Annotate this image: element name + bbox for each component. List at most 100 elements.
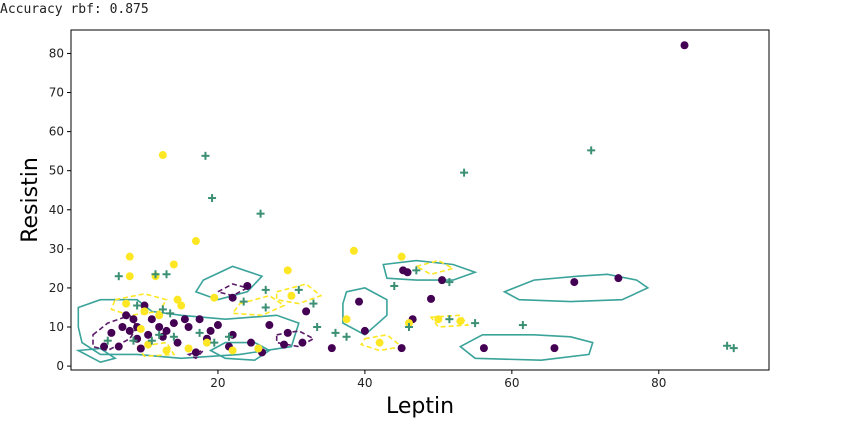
point-class-0: [479, 344, 488, 353]
plus-marker: [201, 151, 210, 160]
point-class-1: [158, 151, 167, 160]
point-class-1: [125, 272, 134, 281]
point-class-0: [114, 342, 123, 351]
y-tick-label: 70: [49, 86, 64, 100]
plus-marker: [460, 168, 469, 177]
point-class-0: [550, 344, 559, 353]
plus-marker: [445, 278, 454, 287]
point-class-0: [399, 266, 408, 275]
plot-frame: [70, 29, 770, 371]
plus-marker: [342, 332, 351, 341]
plus-marker: [256, 209, 265, 218]
point-class-1: [140, 307, 149, 316]
point-class-1: [456, 317, 465, 326]
point-class-0: [147, 315, 156, 324]
point-class-1: [144, 340, 153, 349]
point-class-0: [680, 41, 689, 50]
x-tick-label: 80: [651, 376, 666, 390]
point-class-0: [438, 276, 447, 285]
point-class-0: [118, 323, 127, 332]
point-class-1: [254, 344, 263, 353]
plus-marker: [331, 328, 340, 337]
point-class-0: [302, 307, 311, 316]
point-class-1: [210, 293, 219, 302]
plus-marker: [114, 272, 123, 281]
point-class-0: [355, 297, 364, 306]
plus-marker: [169, 332, 178, 341]
decision-contour: [186, 349, 206, 360]
decision-contour: [414, 259, 456, 276]
point-class-0: [213, 321, 222, 330]
point-class-1: [177, 301, 186, 310]
point-class-0: [327, 344, 336, 353]
point-class-1: [434, 315, 443, 324]
point-class-1: [397, 252, 406, 261]
point-class-0: [129, 315, 138, 324]
point-class-0: [206, 326, 215, 335]
point-class-0: [283, 328, 292, 337]
decision-contour: [215, 283, 250, 297]
point-class-1: [155, 311, 164, 320]
data-points: [100, 41, 738, 357]
y-tick-label: 50: [49, 164, 64, 178]
point-class-0: [184, 323, 193, 332]
point-class-1: [169, 260, 178, 269]
y-tick-label: 20: [49, 281, 64, 295]
point-class-0: [614, 274, 623, 283]
decision-contour: [275, 283, 323, 305]
point-class-0: [180, 315, 189, 324]
plus-marker: [155, 330, 164, 339]
plus-marker: [412, 266, 421, 275]
plus-marker: [158, 305, 167, 314]
plus-marker: [147, 336, 156, 345]
point-class-0: [155, 323, 164, 332]
plus-marker: [294, 285, 303, 294]
plus-marker: [404, 323, 413, 332]
decision-contour: [135, 341, 176, 358]
plus-marker: [309, 299, 318, 308]
point-class-0: [162, 326, 171, 335]
y-tick-label: 10: [49, 320, 64, 334]
point-class-0: [125, 326, 134, 335]
point-class-0: [570, 278, 579, 287]
axis-ticks: 20 40 60 80 0 10 20 30 40 50 60 70 80: [49, 46, 667, 390]
point-class-1: [349, 246, 358, 255]
point-class-0: [173, 338, 182, 347]
decision-contour: [231, 294, 286, 317]
point-class-1: [125, 252, 134, 261]
point-class-0: [169, 319, 178, 328]
plus-marker: [133, 301, 142, 310]
x-tick-label: 60: [504, 376, 519, 390]
plus-marker: [587, 146, 596, 155]
point-class-0: [265, 321, 274, 330]
point-class-1: [191, 237, 200, 246]
plus-marker: [166, 309, 175, 318]
point-class-0: [136, 344, 145, 353]
x-tick-label: 20: [210, 376, 225, 390]
plus-marker: [723, 341, 732, 350]
decision-contour: [458, 333, 594, 362]
point-class-0: [107, 328, 116, 337]
decision-contour: [502, 273, 650, 303]
plus-marker: [239, 297, 248, 306]
point-class-1: [228, 346, 237, 355]
point-class-0: [144, 330, 153, 339]
y-tick-label: 60: [49, 125, 64, 139]
point-class-0: [397, 344, 406, 353]
decision-contour: [382, 259, 478, 281]
point-class-0: [228, 293, 237, 302]
plus-marker: [151, 270, 160, 279]
point-class-0: [140, 301, 149, 310]
decision-contour: [429, 314, 470, 328]
point-class-1: [287, 291, 296, 300]
point-class-1: [283, 266, 292, 275]
plus-marker: [261, 303, 270, 312]
decision-contour: [359, 333, 404, 352]
decision-contour: [208, 341, 271, 362]
plus-marker: [729, 344, 738, 353]
plus-marker: [210, 338, 219, 347]
point-class-0: [427, 294, 436, 303]
y-tick-label: 40: [49, 203, 64, 217]
point-class-0: [280, 340, 289, 349]
